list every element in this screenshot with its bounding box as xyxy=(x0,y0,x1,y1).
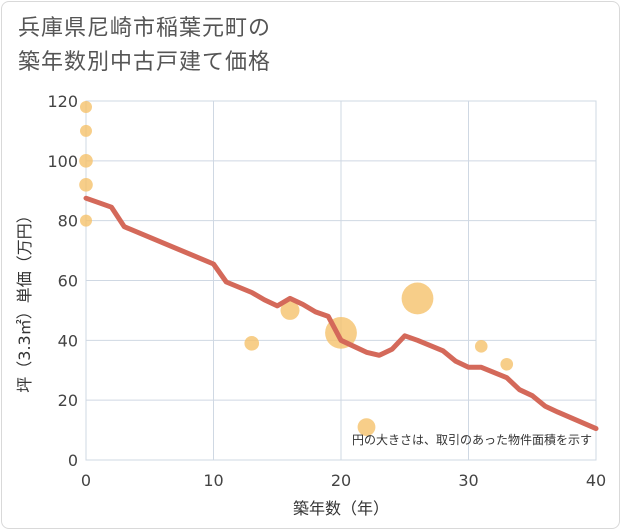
y-tick-label: 120 xyxy=(47,92,78,111)
y-tick-label: 60 xyxy=(58,272,78,291)
x-axis-title: 築年数（年） xyxy=(293,499,389,518)
average-price-line xyxy=(83,195,599,432)
bubble-point xyxy=(80,214,92,227)
bubble-point xyxy=(79,177,93,192)
bubble-point xyxy=(244,336,260,351)
x-tick-label: 40 xyxy=(586,471,606,490)
y-tick-labels: 0 20 40 60 80 100 120 xyxy=(47,92,78,470)
x-tick-label: 0 xyxy=(81,471,91,490)
bubble-point xyxy=(80,100,92,113)
y-tick-label: 40 xyxy=(58,331,78,350)
y-tick-label: 80 xyxy=(58,212,78,231)
bubble-point xyxy=(474,340,488,353)
x-tick-label: 20 xyxy=(331,471,351,490)
chart-title-line1: 兵庫県尼崎市稲葉元町の xyxy=(18,16,272,41)
chart-title-line2: 築年数別中古戸建て価格 xyxy=(18,50,272,75)
y-tick-label: 0 xyxy=(68,451,78,470)
y-tick-label: 100 xyxy=(47,152,78,171)
bubble-point xyxy=(500,357,514,371)
y-tick-label: 20 xyxy=(58,391,78,410)
plot-area-border xyxy=(85,100,597,461)
bubble-point xyxy=(79,154,93,168)
bubble-point xyxy=(280,300,300,320)
chart-title: 兵庫県尼崎市稲葉元町の 築年数別中古戸建て価格 xyxy=(18,12,271,80)
x-tick-label: 30 xyxy=(458,471,478,490)
bubble-size-note: 円の大きさは、取引のあった物件面積を示す xyxy=(352,432,592,447)
bubble-point xyxy=(80,124,92,137)
grid-lines xyxy=(85,100,597,461)
bubble-point xyxy=(401,282,434,315)
x-tick-label: 10 xyxy=(203,471,223,490)
y-axis-title: 坪（3.3㎡）単価（万円） xyxy=(15,207,34,392)
bubble-series xyxy=(79,100,514,436)
bubble-point xyxy=(357,418,376,436)
x-tick-labels: 0 10 20 30 40 xyxy=(81,471,606,490)
